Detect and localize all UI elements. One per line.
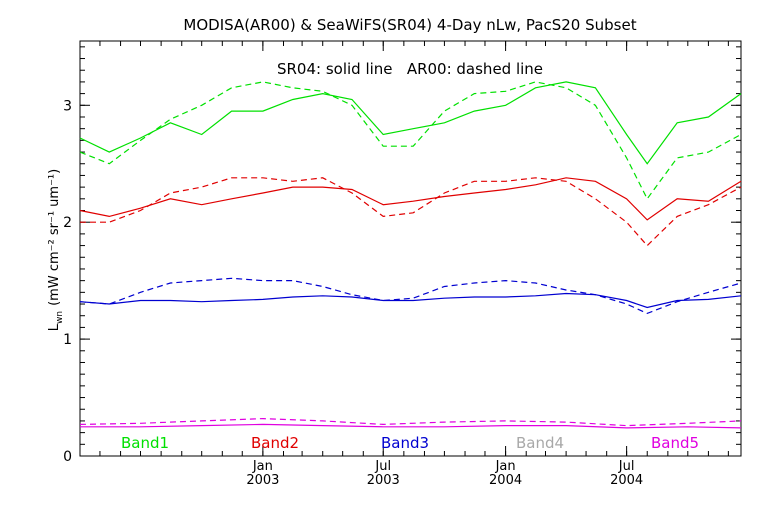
band2-dashed-line: [80, 177, 742, 247]
legend-band1: Band1: [121, 434, 169, 452]
y-tick-label: 3: [63, 98, 72, 114]
band2-solid-line: [79, 177, 742, 221]
band1-solid-line: [79, 81, 742, 165]
y-axis-label-subscript: wn: [55, 311, 65, 324]
legend-band3: Band3: [381, 434, 429, 452]
band1-dashed-line: [79, 81, 742, 200]
chart-title: MODISA(AR00) & SeaWiFS(SR04) 4-Day nLw, …: [183, 16, 636, 34]
x-tick-month: Jan: [495, 459, 516, 474]
band3-solid-line: [79, 292, 742, 309]
band3-dashed-line: [79, 277, 742, 315]
x-tick-month: Jan: [252, 459, 273, 474]
y-axis-label-symbol: L: [47, 323, 62, 331]
x-tick-month: Jul: [618, 459, 635, 474]
legend-band4: Band4: [516, 434, 564, 452]
band5-solid-line: [80, 423, 742, 429]
x-tick-year: 2003: [367, 473, 400, 488]
x-tick-month: Jul: [374, 459, 391, 474]
plot-frame: [79, 40, 742, 457]
y-axis-label: Lwn (mW cm⁻² sr⁻¹ um⁻¹): [47, 169, 65, 331]
legend-band2: Band2: [251, 434, 299, 452]
x-tick-year: 2004: [610, 473, 643, 488]
y-tick-label: 0: [63, 449, 72, 465]
x-tick-year: 2004: [489, 473, 522, 488]
chart-annotation: SR04: solid line AR00: dashed line: [277, 60, 543, 78]
band5-dashed-line: [79, 417, 742, 427]
legend-band5: Band5: [651, 434, 699, 452]
y-tick-label: 1: [63, 332, 72, 348]
svg-text:Lwn(mW cm⁻² sr⁻¹ um⁻¹): Lwn (mW cm⁻² sr⁻¹ um⁻¹): [47, 169, 65, 331]
y-axis-label-units: (mW cm⁻² sr⁻¹ um⁻¹): [47, 169, 62, 306]
x-tick-year: 2003: [246, 473, 279, 488]
y-tick-label: 2: [63, 215, 72, 231]
